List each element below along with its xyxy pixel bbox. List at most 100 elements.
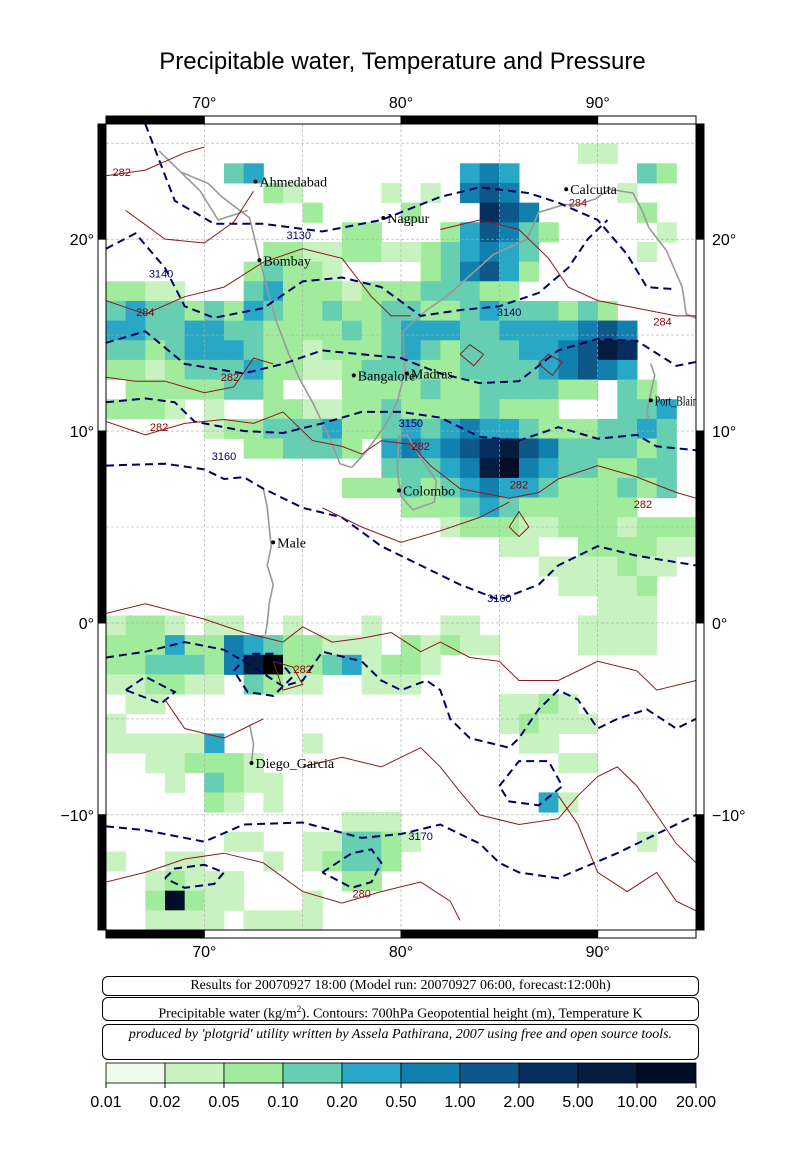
- pw-cell: [538, 438, 559, 459]
- pw-cell: [125, 733, 146, 754]
- pw-cell: [519, 399, 540, 420]
- city-dot: [253, 179, 258, 184]
- lon-tick-top: 90°: [586, 95, 610, 112]
- pw-cell: [597, 320, 618, 341]
- pw-cell: [381, 300, 402, 322]
- pw-cell: [460, 300, 481, 322]
- city-dot: [271, 540, 276, 545]
- pw-cell: [106, 615, 127, 636]
- pw-cell: [656, 418, 677, 440]
- pw-cell: [460, 438, 481, 459]
- pw-cell: [617, 635, 638, 656]
- pw-cell: [440, 635, 461, 656]
- pw-cell: [597, 418, 618, 440]
- pw-cell: [637, 202, 658, 223]
- pw-cell: [243, 772, 264, 793]
- pw-cell: [381, 320, 402, 341]
- pw-cell: [597, 536, 618, 557]
- pw-cell: [440, 458, 461, 479]
- pw-cell: [263, 792, 284, 813]
- pw-cell: [420, 261, 441, 282]
- pw-cell: [263, 359, 284, 381]
- pw-cell: [165, 281, 186, 302]
- pw-cell: [243, 438, 264, 459]
- pw-cell: [499, 222, 520, 243]
- pw-cell: [420, 458, 441, 479]
- pw-cell: [440, 615, 461, 636]
- lon-tick-bottom: 70°: [192, 944, 216, 961]
- pw-cell: [165, 753, 186, 774]
- geopotential-contour: [498, 760, 564, 807]
- pw-cell: [617, 576, 638, 597]
- pw-cell: [479, 163, 500, 184]
- pw-cell: [597, 340, 618, 361]
- pw-cell: [519, 379, 540, 400]
- city-dot: [351, 373, 356, 378]
- pw-cell: [637, 595, 658, 616]
- pw-cell: [145, 340, 166, 361]
- pw-cell: [538, 694, 559, 715]
- pw-cell: [302, 241, 323, 263]
- pw-cell: [342, 851, 363, 872]
- pw-cell: [204, 792, 225, 813]
- lon-tick-top: 70°: [192, 95, 216, 112]
- city-dot: [648, 398, 653, 403]
- pw-cell: [558, 359, 579, 381]
- axis-ticks: 70° 70° 80° 80° 90° 90° 20° 20° 10° 10° 0° 0° −10° −1…: [60, 95, 745, 961]
- pw-cell: [440, 399, 461, 420]
- pw-cell: [460, 261, 481, 282]
- pw-cell: [637, 635, 658, 656]
- pw-cell: [342, 654, 363, 675]
- pw-cell: [440, 438, 461, 459]
- coastline-segment: [180, 171, 248, 221]
- pw-cell: [440, 497, 461, 518]
- pw-cell: [184, 654, 205, 675]
- pw-cell: [224, 871, 245, 892]
- pw-cell: [538, 399, 559, 420]
- pw-cell: [479, 497, 500, 518]
- pw-cell: [558, 792, 579, 813]
- pw-cell: [243, 635, 264, 656]
- pw-cell: [204, 320, 225, 341]
- pw-cell: [617, 477, 638, 499]
- pw-cell: [558, 418, 579, 440]
- city-dot: [257, 258, 262, 263]
- pw-cell: [184, 910, 205, 930]
- pw-cell: [342, 281, 363, 302]
- pw-cell: [538, 733, 559, 754]
- pw-cell: [361, 418, 382, 440]
- pw-cell: [460, 458, 481, 479]
- pw-cell: [637, 458, 658, 479]
- pw-cell: [597, 359, 618, 381]
- pw-cell: [420, 281, 441, 302]
- pw-cell: [597, 595, 618, 616]
- pw-cell: [302, 320, 323, 341]
- pw-cell: [342, 340, 363, 361]
- pw-cell: [145, 733, 166, 754]
- contour-label: 3140: [149, 269, 173, 281]
- contour-label: 284: [136, 307, 154, 319]
- pw-cell: [322, 320, 343, 341]
- pw-cell: [106, 635, 127, 656]
- pw-cell: [322, 359, 343, 381]
- pw-cell: [302, 438, 323, 459]
- pw-cell: [499, 694, 520, 715]
- pw-cell: [263, 418, 284, 440]
- pw-cell: [676, 536, 696, 557]
- pw-cell: [460, 163, 481, 184]
- pw-cell: [125, 320, 146, 341]
- pw-cell: [184, 359, 205, 381]
- pw-cell: [184, 635, 205, 656]
- pw-cell: [243, 300, 264, 322]
- pw-cell: [204, 635, 225, 656]
- pw-cell: [538, 379, 559, 400]
- pw-cell: [243, 418, 264, 440]
- pw-cell: [440, 379, 461, 400]
- pw-cell: [106, 399, 127, 420]
- pw-cell: [538, 340, 559, 361]
- city-label: Madras: [411, 367, 453, 382]
- lon-tick-bottom: 80°: [389, 944, 413, 961]
- pw-cell: [401, 281, 422, 302]
- variables-info-box: Precipitable water (kg/m2). Contours: 70…: [102, 997, 699, 1022]
